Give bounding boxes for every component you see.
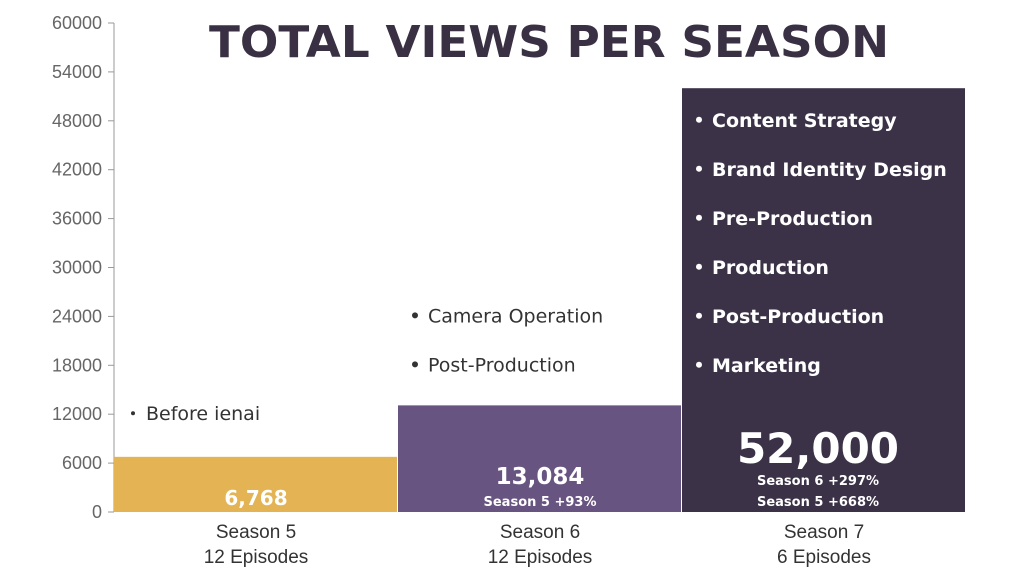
bars: 6,768 Before ienai 13,084 Season 5 +93% Came… [114,88,965,512]
x-category-label: Season 7 [784,522,864,543]
y-tick-label: 54000 [52,62,102,82]
bullet-dot [412,312,418,319]
bullet-dot [696,116,702,123]
bullet-dot [696,361,702,368]
bar-bullet-label: Content Strategy [712,110,897,132]
y-tick-label: 30000 [52,258,102,278]
chart-title: TOTAL VIEWS PER SEASON [209,17,889,68]
x-category-sublabel: 12 Episodes [204,547,309,568]
bar-value-label: 6,768 [224,486,287,510]
x-category-sublabel: 6 Episodes [777,547,871,568]
bar [114,456,397,512]
bar-bullet-label: Before ienai [146,403,260,425]
bar-change-label: Season 6 +297% [757,474,879,489]
y-tick-label: 12000 [52,404,102,424]
bar-change-label: Season 5 +668% [757,495,879,510]
bar-value-label: 52,000 [737,424,899,473]
bullet-dot [131,411,135,416]
bar-bullet-label: Marketing [712,355,821,377]
y-tick-label: 60000 [52,13,102,33]
x-axis-labels: Season 5 12 Episodes Season 6 12 Episodes Se… [204,522,871,568]
bar-change-label: Season 5 +93% [484,495,597,510]
bullet-dot [696,165,702,172]
bar-bullet-label: Camera Operation [428,305,603,327]
bar-bullet-label: Post-Production [712,306,884,328]
y-tick-label: 24000 [52,306,102,326]
y-tick-label: 42000 [52,160,102,180]
y-tick-label: 18000 [52,355,102,375]
bar-group: 13,084 Season 5 +93% Camera Operation Post-… [398,305,681,512]
y-axis: 0 6000 12000 18000 24000 30000 36000 42000 48000… [52,13,115,522]
x-category-label: Season 5 [216,522,296,543]
y-tick-label: 6000 [62,453,102,473]
bar-bullet-label: Pre-Production [712,208,873,230]
bullet-dot [412,361,418,368]
bar-bullet-label: Post-Production [428,354,576,376]
x-category-sublabel: 12 Episodes [488,547,593,568]
bullet-dot [696,263,702,270]
y-tick-label: 36000 [52,209,102,229]
y-tick-label: 0 [92,502,102,522]
bullet-dot [696,312,702,319]
y-tick-label: 48000 [52,111,102,131]
bullet-dot [696,214,702,221]
bar-value-label: 13,084 [496,464,585,490]
bar-group: 6,768 Before ienai [114,403,397,512]
bar [682,88,965,512]
x-category-label: Season 6 [500,522,580,543]
bar-bullet-label: Production [712,257,829,279]
bar-bullet-label: Brand Identity Design [712,159,947,181]
bar [398,405,681,512]
